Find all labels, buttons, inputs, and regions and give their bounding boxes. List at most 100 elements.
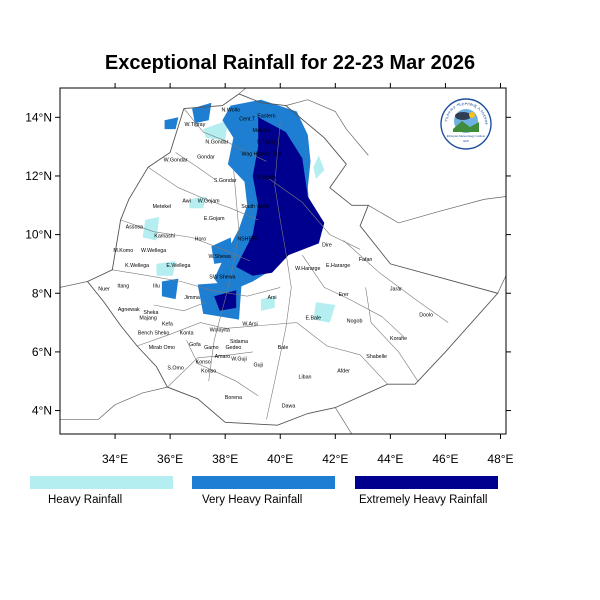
region-label: Agnewak <box>118 307 140 313</box>
rain-area-very-heavy <box>211 237 234 264</box>
region-label: Fafan <box>359 257 373 263</box>
region-label: Afder <box>337 368 350 374</box>
region-label: South Wollo <box>241 204 270 210</box>
region-label: S.Gondar <box>214 178 237 184</box>
region-label: Sidama <box>230 339 248 345</box>
international-border <box>335 407 353 434</box>
region-label: Dawa <box>282 404 296 410</box>
lat-tick-label: 6°N <box>32 345 52 359</box>
admin-boundary <box>136 322 297 347</box>
international-border <box>60 281 88 288</box>
lon-tick-label: 34°E <box>102 452 128 466</box>
region-label: Gedeo <box>225 345 241 351</box>
legend-label-extremely-heavy: Extremely Heavy Rainfall <box>359 494 488 506</box>
region-label: Arsi <box>267 295 276 301</box>
region-label: K.Wellega <box>125 263 149 269</box>
ethiopia-border <box>86 93 499 426</box>
region-label: S.Tigray <box>257 140 277 146</box>
map-layer <box>60 88 506 434</box>
region-label: Assosa <box>126 225 143 231</box>
region-label: Itang <box>117 283 129 289</box>
region-label: Gamo <box>204 345 218 351</box>
region-label: W.Wellega <box>141 248 166 254</box>
region-label: Bench Sheko <box>138 330 170 336</box>
lon-tick-label: 42°E <box>322 452 348 466</box>
region-label: Awi <box>182 198 190 204</box>
region-label: W.Gondar <box>164 157 188 163</box>
axes: 34°E 36°E 38°E 40°E 42°E 44°E 46°E 48°E 4°N 6°N 8°… <box>25 83 514 466</box>
region-label: Gondar <box>197 154 215 160</box>
admin-boundary <box>208 167 240 382</box>
region-label: M.Komo <box>113 248 133 254</box>
international-border <box>114 386 168 406</box>
legend-swatch-extremely-heavy <box>355 476 498 489</box>
region-label: Erer <box>339 292 349 298</box>
region-label: Mekele <box>252 128 269 134</box>
region-label: N.Wollo <box>221 108 240 114</box>
rain-area-heavy <box>156 261 176 276</box>
admin-boundary <box>167 351 253 388</box>
region-label: Shabelle <box>366 354 387 360</box>
rain-area-extreme <box>214 290 237 311</box>
region-label: S.Omo <box>167 366 184 372</box>
lat-tick-label: 4°N <box>32 404 52 418</box>
region-label: W.Gojam <box>198 198 220 204</box>
admin-boundary <box>296 322 388 385</box>
region-label: Eastern <box>257 113 275 119</box>
rain-area-heavy <box>313 155 325 179</box>
region-label: Guji <box>253 363 262 369</box>
lat-tick-label: 14°N <box>25 110 52 124</box>
region-label: Bale <box>278 345 289 351</box>
admin-boundary <box>153 301 207 312</box>
region-label: Kefa <box>162 322 173 328</box>
admin-boundary <box>112 269 281 297</box>
region-label: Tigr <box>273 151 282 157</box>
region-label: W.Arsi <box>242 322 257 328</box>
logo-name-text: Ethiopian Meteorology Institute <box>447 134 486 138</box>
plot-frame <box>59 87 507 435</box>
admin-boundary <box>175 152 215 180</box>
rain-area-heavy <box>189 196 206 209</box>
region-label: W.Tigray <box>185 122 206 128</box>
admin-boundary <box>147 166 259 221</box>
region-label: Jarar <box>390 286 402 292</box>
region-label: E.Hararge <box>326 263 350 269</box>
admin-boundary <box>120 219 251 262</box>
international-border <box>60 404 116 420</box>
region-label: Wolayita <box>210 327 230 333</box>
region-label: Nogob <box>347 319 363 325</box>
admin-boundary <box>183 108 267 162</box>
region-label: Wag Hamra <box>241 151 269 157</box>
region-label: Metekel <box>153 204 172 210</box>
region-label: Doolo <box>419 313 433 319</box>
international-border <box>285 99 369 156</box>
sun-icon <box>469 112 475 118</box>
region-label: NSHEW <box>237 237 257 243</box>
region-label: Liban <box>299 374 312 380</box>
region-label: Dire <box>322 242 332 248</box>
legend-swatch-heavy <box>30 476 173 489</box>
region-label: Nuer <box>98 286 110 292</box>
region-label: SW Shewa <box>209 275 235 281</box>
legend-swatch-very-heavy <box>192 476 335 489</box>
rain-area-extreme <box>236 117 325 276</box>
region-label: Amaro <box>215 354 231 360</box>
region-label: W.Shewa <box>209 254 231 260</box>
rain-area-very-heavy <box>161 278 179 300</box>
admin-boundary <box>343 240 449 323</box>
region-label: Borena <box>225 395 242 401</box>
region-label: Konso <box>196 360 211 366</box>
region-label: Konta <box>180 330 194 336</box>
rain-area-heavy <box>261 296 275 311</box>
admin-boundary <box>266 123 292 420</box>
region-labels: W.Tigray N.Wollo Cent.T Eastern Mekele S.Tigr… <box>98 108 433 410</box>
map-title: Exceptional Rainfall for 22-23 Mar 2026 <box>104 52 476 74</box>
region-label: Illu <box>153 283 160 289</box>
region-label: Jimma <box>184 295 200 301</box>
rain-area-heavy <box>203 120 228 141</box>
rain-area-heavy <box>142 217 160 241</box>
international-border <box>368 196 506 224</box>
region-label: Korahe <box>390 336 407 342</box>
